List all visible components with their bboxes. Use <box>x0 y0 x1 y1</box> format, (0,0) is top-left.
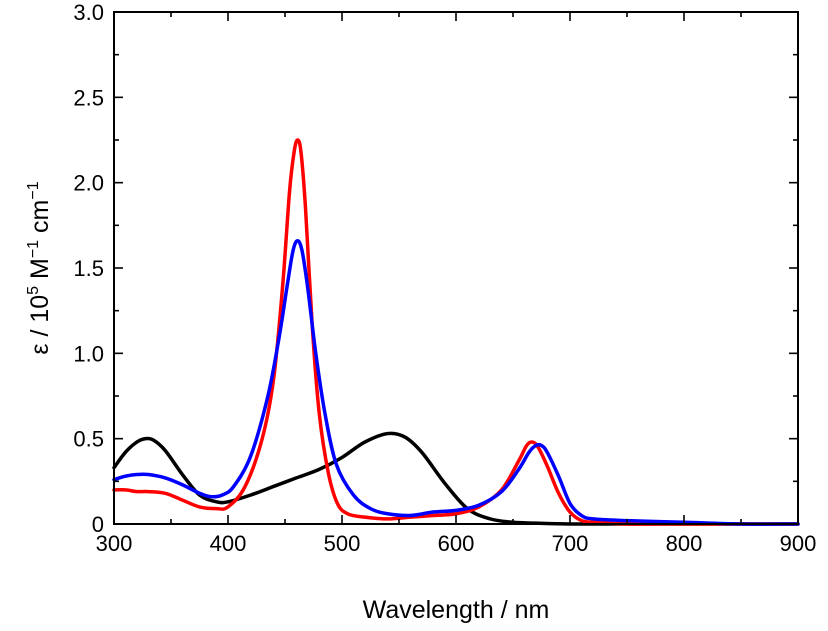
y-tick-label: 0 <box>92 512 104 537</box>
y-axis-title-sup2: −1 <box>25 240 42 258</box>
x-tick-label: 800 <box>666 531 703 556</box>
y-axis-title-sup1: 5 <box>25 286 42 295</box>
x-tick-label: 600 <box>438 531 475 556</box>
tick-layer: 300 400 500 600 700 800 900 0 0.5 1.0 1.5 2.0 2.5 3.0 <box>73 0 816 556</box>
x-axis-title: Wavelength / nm <box>363 596 550 624</box>
series-layer <box>112 138 800 526</box>
y-tick-label: 2.5 <box>73 85 104 110</box>
y-axis-title-part3: cm <box>26 200 54 240</box>
x-tick-label: 700 <box>552 531 589 556</box>
y-tick-label: 0.5 <box>73 427 104 452</box>
plot-frame <box>113 11 799 525</box>
x-tick-label: 300 <box>96 531 133 556</box>
y-axis-title-part1: ε / 10 <box>26 295 54 355</box>
y-axis-title: ε / 105 M−1 cm−1 <box>25 181 54 354</box>
y-tick-label: 2.0 <box>73 171 104 196</box>
x-tick-label: 500 <box>324 531 361 556</box>
x-tick-label: 900 <box>780 531 817 556</box>
y-tick-label: 1.5 <box>73 256 104 281</box>
x-tick-label: 400 <box>210 531 247 556</box>
series-line-red <box>112 138 800 526</box>
y-tick-label: 1.0 <box>73 341 104 366</box>
y-axis-title-sup3: −1 <box>25 181 42 199</box>
series-line-blue <box>112 238 800 526</box>
y-axis-title-part2: M <box>26 258 54 286</box>
y-tick-label: 3.0 <box>73 0 104 25</box>
